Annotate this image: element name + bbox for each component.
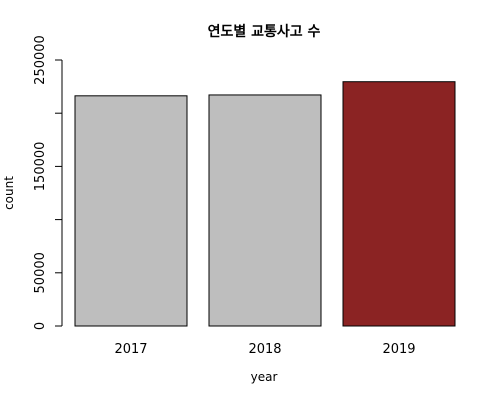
y-tick-label: 0 (33, 322, 48, 330)
x-tick-label-2019: 2019 (382, 342, 415, 357)
bar-2019 (342, 81, 456, 327)
x-axis-title: year (251, 370, 278, 384)
y-tick-label: 150000 (33, 142, 48, 192)
y-axis-title: count (2, 176, 16, 210)
y-axis: 0 50000 150000 250000 (33, 35, 63, 330)
bar-2017 (74, 95, 188, 327)
y-tick-label: 50000 (33, 252, 48, 293)
x-tick-label-2017: 2017 (114, 342, 147, 357)
bar-2018 (208, 94, 322, 327)
x-axis: 2017 2018 2019 (114, 342, 415, 357)
x-tick-label-2018: 2018 (248, 342, 281, 357)
y-tick-label: 250000 (33, 35, 48, 85)
bars (74, 81, 456, 327)
chart-title: 연도별 교통사고 수 (208, 23, 321, 40)
